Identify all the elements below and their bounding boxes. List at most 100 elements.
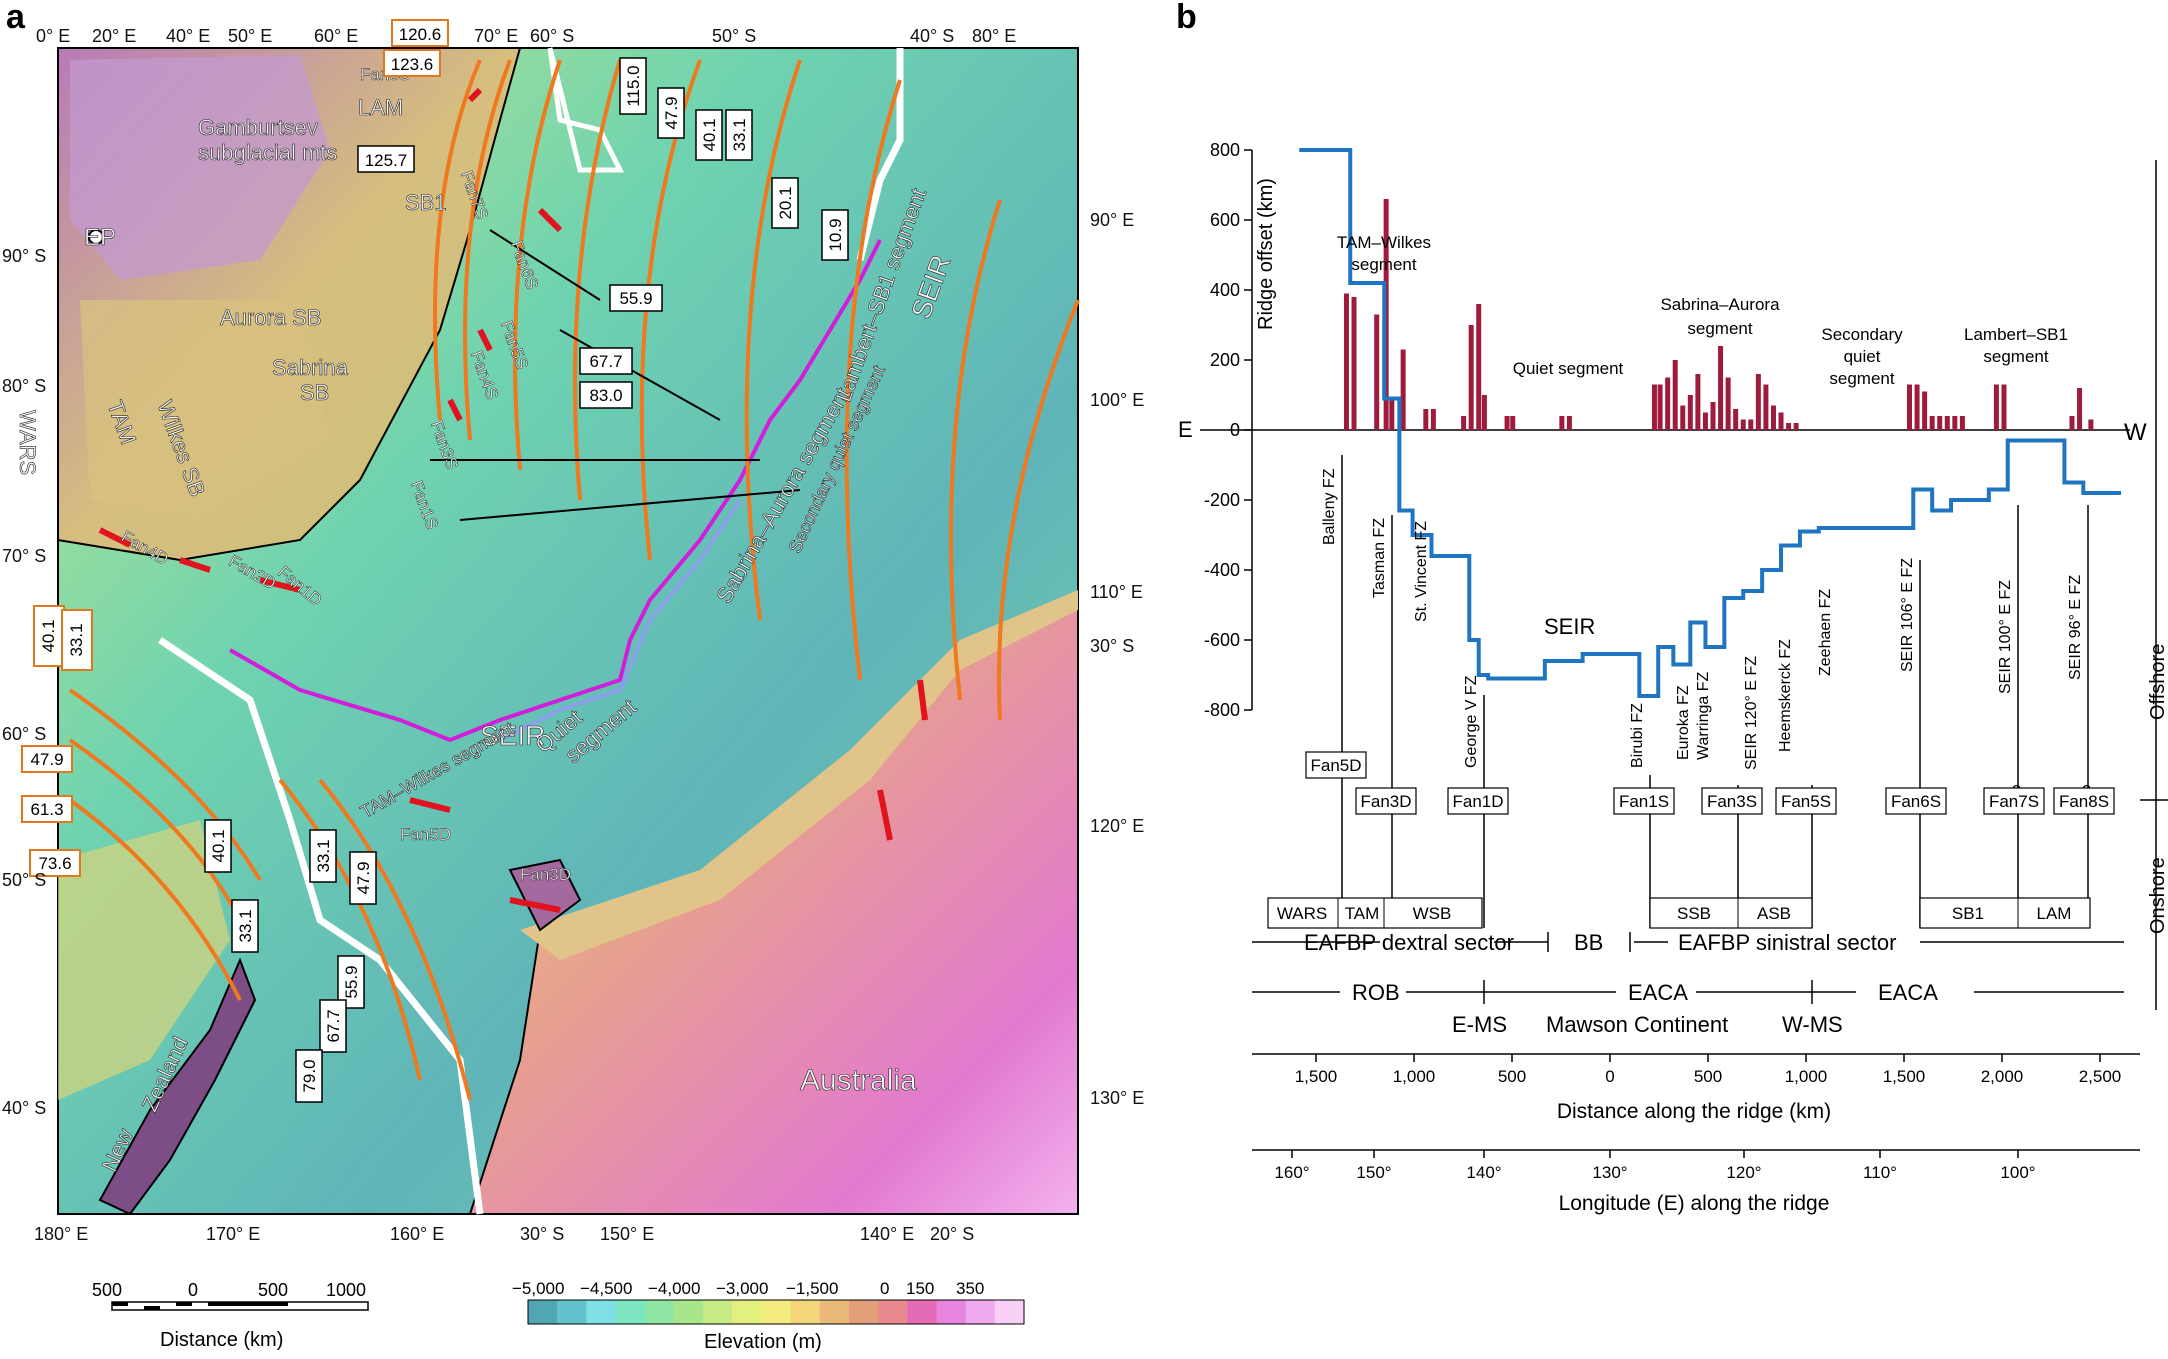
fz-11: SEIR 100° E FZ (1997, 580, 2014, 694)
offset-bar (1906, 384, 1912, 430)
fz-9: Zeehaen FZ (1817, 589, 1834, 676)
bottom-coord-1: 170° E (206, 1224, 260, 1244)
label-gamburtsev-1: Gamburtsev (198, 115, 318, 140)
offset-bar (2001, 384, 2007, 430)
lon-tick-5: 110° (1863, 1163, 1897, 1182)
seg-sabrina-aurora-2: segment (1687, 319, 1752, 338)
left-coord-5: 40° S (2, 1098, 46, 1118)
fz-labels: Balleny FZ Tasman FZ St. Vincent FZ Geor… (1321, 468, 2091, 800)
left-coord-0: 90° S (2, 246, 46, 266)
fanbox-7: Fan7S (1989, 792, 2039, 811)
offset-bar (1710, 402, 1716, 430)
basin-4: ASB (1757, 904, 1791, 923)
lon-tick-2: 140° (1466, 1163, 1501, 1182)
basin-5: SB1 (1952, 904, 1984, 923)
right-coord-3: 30° S (1090, 636, 1134, 656)
red-fan-markers (98, 87, 928, 913)
dist-tick-1: 1,000 (1393, 1067, 1436, 1086)
age-white-13: 47.9 (354, 861, 373, 894)
age-orange-6: 73.6 (38, 854, 71, 873)
basin-2: WSB (1413, 904, 1452, 923)
offset-bar (1687, 395, 1693, 430)
y-tick-label: 200 (1210, 350, 1240, 370)
basin-1: TAM (1345, 904, 1380, 923)
label-australia: Australia (800, 1064, 917, 1097)
map-arrows (430, 229, 801, 521)
elev-tick-7: 350 (956, 1279, 984, 1298)
top-coord-5: 70° E (474, 26, 518, 46)
elev-tick-1: −4,500 (580, 1279, 632, 1298)
dist-tick-5: 1,000 (1785, 1067, 1828, 1086)
y-axis-label: Ridge offset (km) (1255, 178, 1277, 330)
sector-bb: BB (1574, 930, 1603, 955)
seg-secondary-2: quiet (1844, 347, 1881, 366)
elevation-cell (819, 1300, 850, 1324)
fz-8: Heemskerck FZ (1777, 639, 1794, 752)
elev-tick-4: −1,500 (786, 1279, 838, 1298)
sector-rows: EAFBP dextral sector BB EAFBP sinistral … (1252, 930, 2124, 1037)
fan3d: Fan3D (520, 865, 571, 884)
offset-bar (1786, 423, 1792, 430)
dist-tick-3: 0 (1605, 1067, 1614, 1086)
elevation-colorbar: −5,000 −4,500 −4,000 −3,000 −1,500 0 150… (512, 1279, 1025, 1353)
label-sabrina-1: Sabrina (272, 355, 349, 380)
right-coord-0: 90° E (1090, 210, 1134, 230)
offset-bar (1374, 314, 1380, 430)
label-wars: WARS (15, 410, 40, 475)
age-orange-1: 123.6 (391, 55, 434, 74)
offset-bar (1504, 416, 1510, 430)
elev-tick-2: −4,000 (648, 1279, 700, 1298)
offset-bar (1929, 416, 1935, 430)
age-orange-2: 40.1 (39, 619, 58, 652)
fz-lines (1341, 455, 2089, 928)
eaca-2: EACA (1878, 980, 1938, 1005)
offset-bar (1400, 349, 1406, 430)
offset-bar (1702, 412, 1708, 430)
elevation-cell (965, 1300, 996, 1324)
seg-quiet: Quiet segment (1513, 359, 1624, 378)
top-coord-9: 80° E (972, 26, 1016, 46)
elevation-cell (936, 1300, 967, 1324)
age-white-14: 55.9 (342, 965, 361, 998)
age-white-6: 10.9 (826, 218, 845, 251)
offset-bar (1665, 377, 1671, 430)
seir-offset-line (1299, 148, 2122, 698)
age-white-15: 67.7 (324, 1009, 343, 1042)
y-ticks: 800 600 400 200 0 -200 -400 -600 -800 (1204, 140, 1252, 720)
age-boxes-orange: 120.6 123.6 40.1 33.1 47.9 61.3 73.6 (21, 19, 449, 877)
fz-0: Balleny FZ (1321, 468, 1338, 545)
offset-bar (1778, 412, 1784, 430)
scale-tick-2: 500 (258, 1280, 288, 1300)
age-white-2: 47.9 (662, 96, 681, 129)
fz-4: Birubi FZ (1629, 703, 1646, 768)
offset-bar (1725, 377, 1731, 430)
fan5d: Fan5D (400, 825, 451, 844)
top-coord-0: 0° E (36, 26, 70, 46)
offset-bar (1389, 398, 1395, 430)
fanbox-3: Fan1S (1619, 792, 1669, 811)
fanbox-4: Fan3S (1707, 792, 1757, 811)
fz-6: Warringa FZ (1695, 671, 1712, 760)
offset-bar (1922, 391, 1928, 430)
offset-bar (1944, 416, 1950, 430)
elevation-cell (761, 1300, 792, 1324)
fz-12: SEIR 96° E FZ (2067, 575, 2084, 680)
sector-sinistral: EAFBP sinistral sector (1678, 930, 1896, 955)
elevation-cell (790, 1300, 821, 1324)
top-coord-1: 20° E (92, 26, 136, 46)
age-white-5: 20.1 (776, 186, 795, 219)
offset-bar (1672, 360, 1678, 430)
lon-tick-6: 100° (2000, 1163, 2035, 1182)
dist-tick-6: 1,500 (1883, 1067, 1926, 1086)
seir-chart-label: SEIR (1544, 614, 1595, 639)
y-tick-label: 800 (1210, 140, 1240, 160)
basin-boxes: WARS TAM WSB SSB ASB SB1 LAM (1267, 897, 2091, 929)
longitude-axis: 160° 150° 140° 130° 120° 110° 100° Longi… (1252, 1149, 2140, 1215)
dist-tick-7: 2,000 (1981, 1067, 2024, 1086)
fanbox-8: Fan8S (2059, 792, 2109, 811)
top-coord-6: 60° S (530, 26, 574, 46)
offset-bar (1680, 405, 1686, 430)
fanbox-1: Fan3D (1360, 792, 1411, 811)
panel-b-letter: b (1176, 0, 1197, 36)
